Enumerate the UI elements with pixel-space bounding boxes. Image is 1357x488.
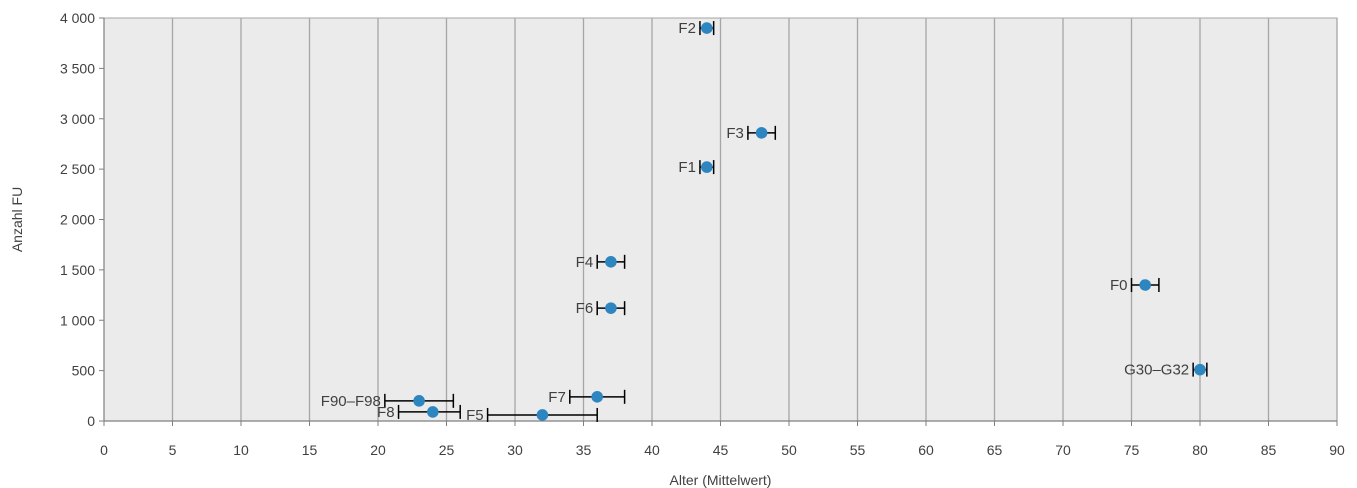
x-tick-label: 5 xyxy=(169,442,177,458)
x-tick-label: 30 xyxy=(507,442,523,458)
data-label: F8 xyxy=(377,404,395,421)
x-tick-label: 25 xyxy=(439,442,455,458)
data-point xyxy=(536,409,549,421)
data-point-group: F8 xyxy=(377,404,461,421)
data-label: F1 xyxy=(678,159,696,176)
x-tick-label: 50 xyxy=(781,442,797,458)
data-point-group: F1 xyxy=(678,159,715,176)
y-tick-label: 1 500 xyxy=(60,262,95,278)
x-tick-label: 70 xyxy=(1055,442,1071,458)
x-tick-label: 20 xyxy=(370,442,386,458)
y-tick-label: 0 xyxy=(87,413,95,429)
data-point xyxy=(755,127,768,139)
data-point-group: F3 xyxy=(726,125,777,142)
data-point-group: F2 xyxy=(678,20,715,37)
data-point xyxy=(1194,363,1206,376)
y-tick-label: 3 000 xyxy=(60,111,95,127)
data-point xyxy=(591,391,603,403)
y-tick-label: 1 000 xyxy=(60,312,95,328)
x-axis: 0 5 10 15 20 25 30 35 40 45 50 55 60 65 70 75 80 85 90 xyxy=(100,420,1345,458)
y-axis-title: Anzahl FU xyxy=(9,187,25,252)
x-tick-label: 55 xyxy=(850,442,866,458)
data-point xyxy=(413,395,425,407)
data-point-group: F5 xyxy=(466,407,598,424)
data-point-group: F4 xyxy=(576,254,626,271)
x-tick-label: 75 xyxy=(1124,442,1140,458)
y-tick-label: 2 000 xyxy=(60,212,95,228)
data-label: F5 xyxy=(466,407,484,424)
x-tick-label: 35 xyxy=(576,442,592,458)
x-tick-label: 65 xyxy=(987,442,1003,458)
data-label: F6 xyxy=(576,300,594,317)
x-tick-label: 40 xyxy=(644,442,660,458)
x-axis-title: Alter (Mittelwert) xyxy=(670,472,772,488)
plot-area xyxy=(103,17,1338,422)
data-point xyxy=(605,256,617,268)
data-point xyxy=(427,406,439,418)
x-tick-label: 85 xyxy=(1261,442,1277,458)
y-tick-label: 3 500 xyxy=(60,60,95,76)
x-tick-label: 45 xyxy=(713,442,729,458)
data-point xyxy=(605,302,617,314)
y-tick-label: 4 000 xyxy=(60,10,95,26)
data-label: F7 xyxy=(548,389,566,406)
x-tick-label: 0 xyxy=(100,442,108,458)
data-label: F90–F98 xyxy=(321,393,381,410)
data-point-group: F0 xyxy=(1110,277,1160,294)
data-label: G30–G32 xyxy=(1124,362,1189,379)
x-tick-label: 15 xyxy=(302,442,318,458)
data-point xyxy=(701,161,713,173)
x-tick-label: 60 xyxy=(918,442,934,458)
y-tick-label: 500 xyxy=(72,363,96,379)
data-point-group: F7 xyxy=(548,389,626,406)
data-point xyxy=(1139,279,1151,291)
data-point-group: F90–F98 xyxy=(321,393,455,410)
data-point xyxy=(701,22,713,34)
data-label: F3 xyxy=(726,125,744,142)
y-tick-label: 2 500 xyxy=(60,161,95,177)
data-label: F2 xyxy=(678,20,696,37)
data-point-group: F6 xyxy=(576,300,626,317)
data-label: F4 xyxy=(576,254,594,271)
data-label: F0 xyxy=(1110,277,1128,294)
data-point-group: G30–G32 xyxy=(1124,362,1208,379)
y-axis: 0 500 1 000 1 500 2 000 2 500 3 000 3 500 4 000 xyxy=(60,10,105,429)
x-tick-label: 80 xyxy=(1192,442,1208,458)
x-tick-label: 90 xyxy=(1329,442,1345,458)
x-tick-label: 10 xyxy=(233,442,249,458)
